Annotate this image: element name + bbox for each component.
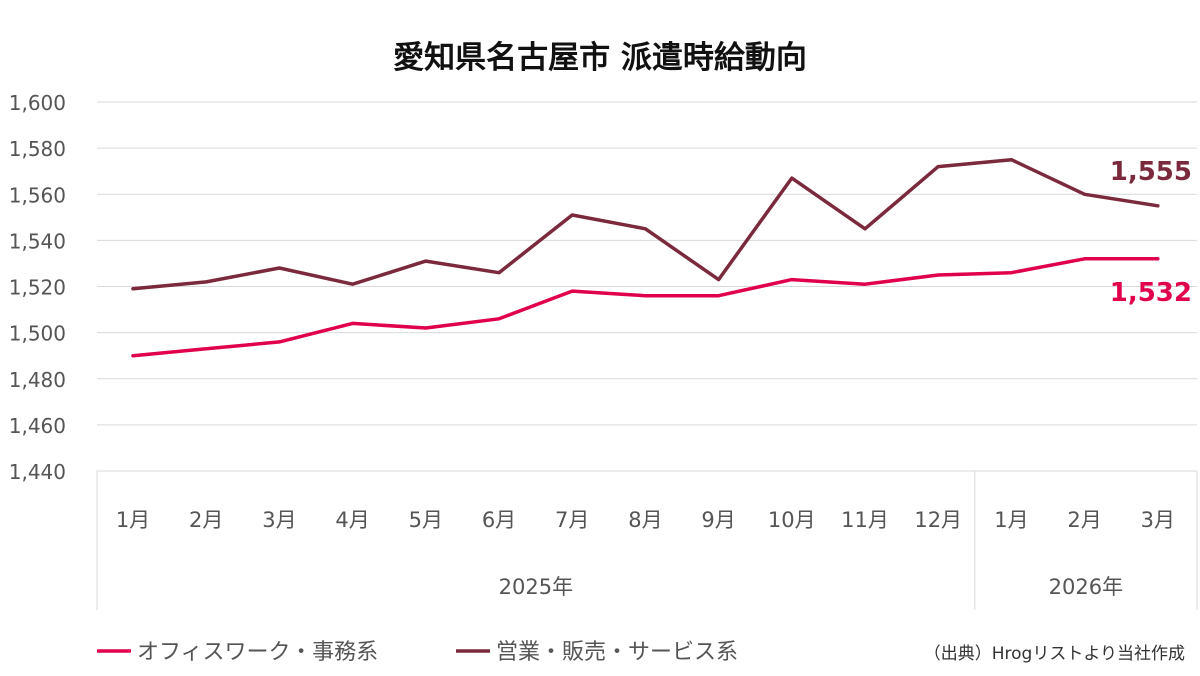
- data-point: [424, 326, 428, 330]
- data-point: [204, 280, 208, 284]
- data-point: [351, 321, 355, 325]
- x-tick-label: 2月: [1067, 508, 1101, 532]
- x-tick-label: 4月: [335, 508, 369, 532]
- x-tick-label: 1月: [116, 508, 150, 532]
- data-point: [717, 278, 721, 282]
- data-point: [277, 266, 281, 270]
- data-point: [570, 289, 574, 293]
- data-point: [643, 227, 647, 231]
- y-tick-label: 1,600: [9, 91, 66, 115]
- data-point: [863, 282, 867, 286]
- data-point: [1156, 257, 1160, 261]
- data-point: [643, 294, 647, 298]
- source-note: （出典）Hrogリストより当社作成: [924, 644, 1185, 664]
- x-tick-label: 1月: [994, 508, 1028, 532]
- data-point: [497, 271, 501, 275]
- y-tick-label: 1,460: [9, 414, 66, 438]
- data-point: [863, 227, 867, 231]
- data-point: [1009, 158, 1013, 162]
- data-point: [1009, 271, 1013, 275]
- gridlines: [97, 101, 1197, 472]
- x-tick-label: 3月: [262, 508, 296, 532]
- legend-entry: 営業・販売・サービス系: [496, 640, 738, 665]
- y-tick-label: 1,560: [9, 183, 66, 207]
- y-tick-label: 1,520: [9, 276, 66, 300]
- data-point: [351, 282, 355, 286]
- data-label: 1,555: [1110, 157, 1192, 187]
- data-point: [277, 340, 281, 344]
- y-tick-label: 1,540: [9, 229, 66, 253]
- legend-entry: オフィスワーク・事務系: [137, 640, 378, 665]
- series-lines: [131, 157, 1160, 358]
- data-point: [204, 347, 208, 351]
- data-point: [424, 259, 428, 263]
- data-point: [1083, 192, 1087, 196]
- data-point: [790, 176, 794, 180]
- chart-title: 愛知県名古屋市 派遣時給動向: [393, 40, 807, 76]
- x-group-label: 2026年: [1049, 575, 1123, 599]
- y-tick-label: 1,480: [9, 368, 66, 392]
- x-axis: 1月 2月 3月 4月 5月 6月 7月 8月 9月 10月 11月 12月 1月 2月 3月 2025年 20…: [96, 471, 1198, 610]
- y-tick-label: 1,580: [9, 137, 66, 161]
- y-axis-ticks: 1,440 1,460 1,480 1,500 1,520 1,540 1,560 1,580…: [9, 91, 66, 484]
- x-tick-label: 2月: [189, 508, 223, 532]
- x-tick-label: 10月: [768, 508, 816, 532]
- x-tick-label: 8月: [628, 508, 662, 532]
- data-point: [131, 287, 135, 291]
- data-label: 1,532: [1110, 278, 1192, 308]
- y-tick-label: 1,500: [9, 322, 66, 346]
- data-point: [717, 294, 721, 298]
- x-tick-label: 7月: [555, 508, 589, 532]
- x-tick-label: 12月: [914, 508, 962, 532]
- end-labels: 1,532 1,555: [1110, 157, 1192, 308]
- data-point: [131, 354, 135, 358]
- series-line: [131, 257, 1160, 358]
- data-point: [936, 165, 940, 169]
- x-tick-label: 6月: [482, 508, 516, 532]
- data-point: [790, 278, 794, 282]
- data-point: [1156, 204, 1160, 208]
- data-point: [936, 273, 940, 277]
- x-tick-label: 11月: [841, 508, 889, 532]
- x-tick-label: 5月: [409, 508, 443, 532]
- x-tick-label: 9月: [701, 508, 735, 532]
- data-point: [1083, 257, 1087, 261]
- legend: オフィスワーク・事務系 営業・販売・サービス系: [97, 640, 738, 665]
- series-line: [131, 157, 1160, 291]
- y-tick-label: 1,440: [9, 460, 66, 484]
- x-tick-label: 3月: [1141, 508, 1175, 532]
- data-point: [497, 317, 501, 321]
- x-group-label: 2025年: [499, 575, 573, 599]
- data-point: [570, 213, 574, 217]
